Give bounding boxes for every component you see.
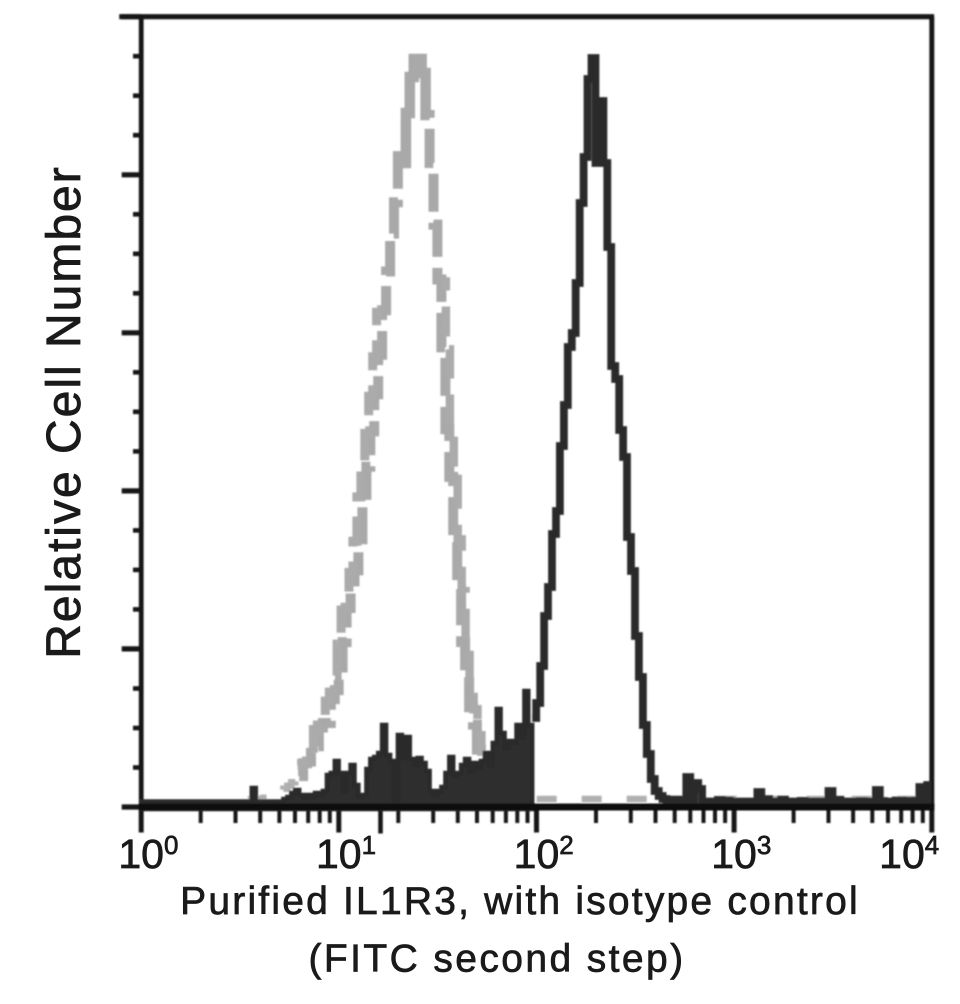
svg-text:103: 103 bbox=[711, 830, 771, 877]
svg-text:Relative Cell Number: Relative Cell Number bbox=[38, 165, 91, 659]
svg-text:Purified IL1R3, with isotype c: Purified IL1R3, with isotype control bbox=[180, 880, 860, 923]
svg-text:(FITC second step): (FITC second step) bbox=[309, 938, 686, 981]
